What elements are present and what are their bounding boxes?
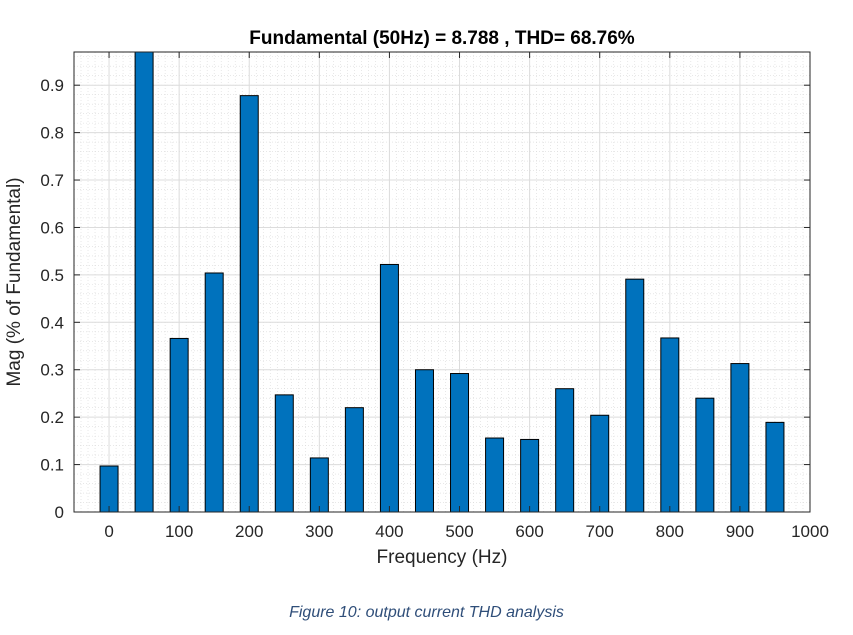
bar-50hz xyxy=(134,51,154,513)
axes-box xyxy=(73,51,811,513)
x-tick-label: 800 xyxy=(656,522,684,541)
y-tick-label: 0.4 xyxy=(40,313,64,332)
bar-250hz xyxy=(274,394,294,513)
bar-0hz xyxy=(99,465,119,513)
bar-950hz xyxy=(765,421,785,513)
bar-350hz xyxy=(344,407,364,513)
bar-500hz xyxy=(450,373,470,513)
bar-650hz xyxy=(555,388,575,513)
x-axis-label: Frequency (Hz) xyxy=(377,547,508,568)
y-tick-label: 0.8 xyxy=(40,124,64,143)
bar-300hz xyxy=(309,457,329,513)
tick-labels: 0 100 200 300 400 500 600 700 800 900 1000 0 0.1 0.2 0… xyxy=(40,76,829,541)
figure-caption: Figure 10: output current THD analysis xyxy=(289,604,564,621)
bars xyxy=(99,51,785,513)
x-tick-label: 500 xyxy=(445,522,473,541)
thd-bar-chart: 0 100 200 300 400 500 600 700 800 900 1000 0 0.1 0.2 0… xyxy=(4,28,829,568)
x-tick-label: 100 xyxy=(165,522,193,541)
x-tick-label: 900 xyxy=(726,522,754,541)
bar-400hz xyxy=(379,263,399,513)
bar-600hz xyxy=(520,438,540,513)
y-tick-label: 0 xyxy=(55,503,64,522)
bar-850hz xyxy=(695,397,715,513)
chart-title: Fundamental (50Hz) = 8.788 , THD= 68.76% xyxy=(249,28,635,49)
y-axis-label: Mag (% of Fundamental) xyxy=(4,177,25,386)
x-tick-label: 400 xyxy=(375,522,403,541)
y-tick-label: 0.9 xyxy=(40,76,64,95)
x-tick-label: 200 xyxy=(235,522,263,541)
bar-800hz xyxy=(660,337,680,513)
y-tick-label: 0.7 xyxy=(40,171,64,190)
y-tick-label: 0.6 xyxy=(40,218,64,237)
bar-900hz xyxy=(730,363,750,513)
bar-700hz xyxy=(590,414,610,513)
y-tick-label: 0.2 xyxy=(40,408,64,427)
x-tick-label: 300 xyxy=(305,522,333,541)
bar-550hz xyxy=(485,437,505,513)
bar-100hz xyxy=(169,337,189,513)
x-tick-label: 700 xyxy=(586,522,614,541)
bar-450hz xyxy=(414,369,434,513)
x-tick-label: 600 xyxy=(515,522,543,541)
bar-200hz xyxy=(239,95,259,513)
y-tick-label: 0.5 xyxy=(40,266,64,285)
ticks xyxy=(74,52,811,513)
x-tick-label: 1000 xyxy=(791,522,829,541)
bar-750hz xyxy=(625,278,645,513)
bar-150hz xyxy=(204,272,224,513)
y-tick-label: 0.3 xyxy=(40,361,64,380)
y-tick-label: 0.1 xyxy=(40,456,64,475)
x-tick-label: 0 xyxy=(104,522,113,541)
